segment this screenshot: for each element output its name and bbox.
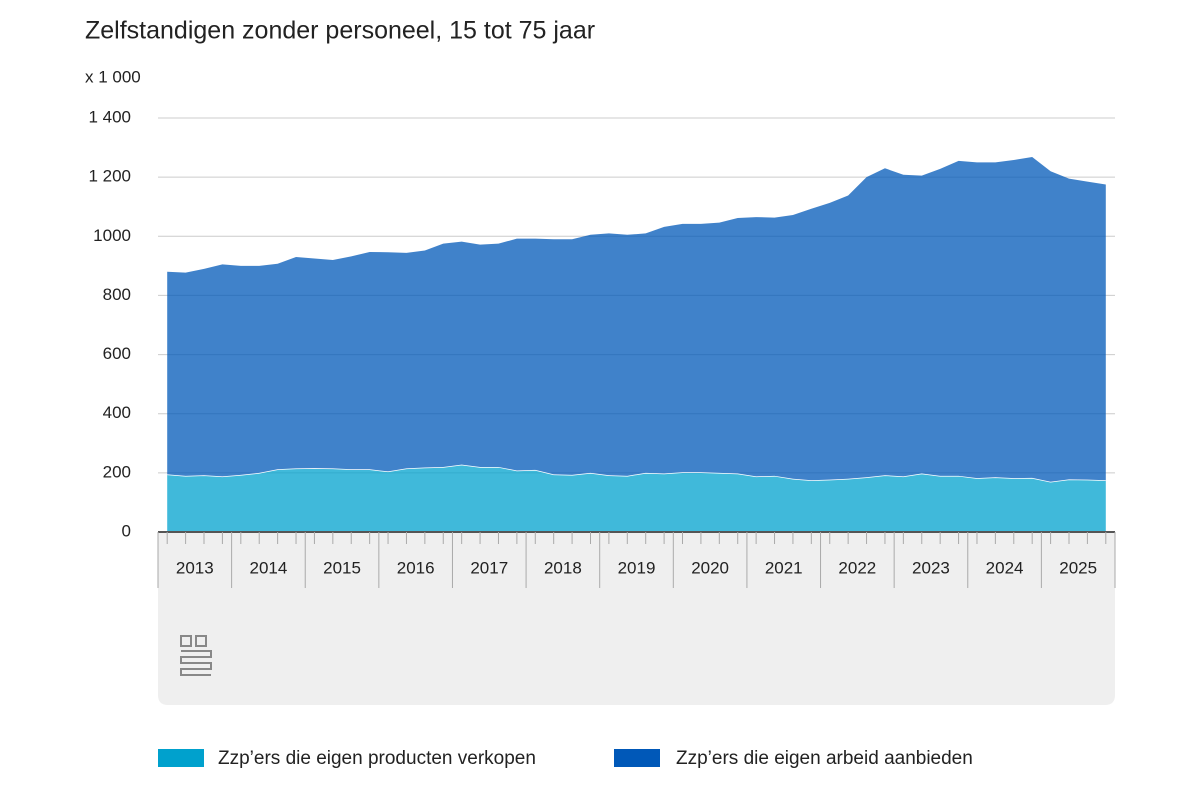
x-tick-label: 2020	[691, 558, 729, 577]
cbs-logo	[180, 635, 212, 676]
x-tick-label: 2024	[986, 558, 1024, 577]
axis-panel	[158, 532, 1115, 705]
legend-label: Zzp’ers die eigen arbeid aanbieden	[676, 748, 973, 769]
chart-title: Zelfstandigen zonder personeel, 15 tot 7…	[85, 17, 595, 45]
y-tick-label: 1 400	[88, 107, 131, 126]
area	[167, 157, 1106, 482]
x-tick-label: 2018	[544, 558, 582, 577]
x-tick-label: 2021	[765, 558, 803, 577]
legend-label: Zzp’ers die eigen producten verkopen	[218, 748, 536, 769]
y-tick-label: 400	[103, 403, 131, 422]
x-tick-label: 2022	[838, 558, 876, 577]
y-unit-label: x 1 000	[85, 67, 141, 86]
x-tick-label: 2015	[323, 558, 361, 577]
legend-swatch	[614, 749, 660, 767]
x-tick-label: 2014	[250, 558, 288, 577]
x-tick-label: 2025	[1059, 558, 1097, 577]
y-tick-label: 0	[122, 521, 131, 540]
x-tick-label: 2016	[397, 558, 435, 577]
y-tick-label: 200	[103, 462, 131, 481]
y-tick-label: 1000	[93, 226, 131, 245]
x-tick-label: 2019	[618, 558, 656, 577]
y-tick-label: 600	[103, 344, 131, 363]
y-tick-label: 800	[103, 285, 131, 304]
area	[167, 464, 1106, 532]
y-tick-label: 1 200	[88, 167, 131, 186]
x-tick-label: 2013	[176, 558, 214, 577]
x-tick-label: 2023	[912, 558, 950, 577]
legend-swatch	[158, 749, 204, 767]
x-tick-label: 2017	[470, 558, 508, 577]
